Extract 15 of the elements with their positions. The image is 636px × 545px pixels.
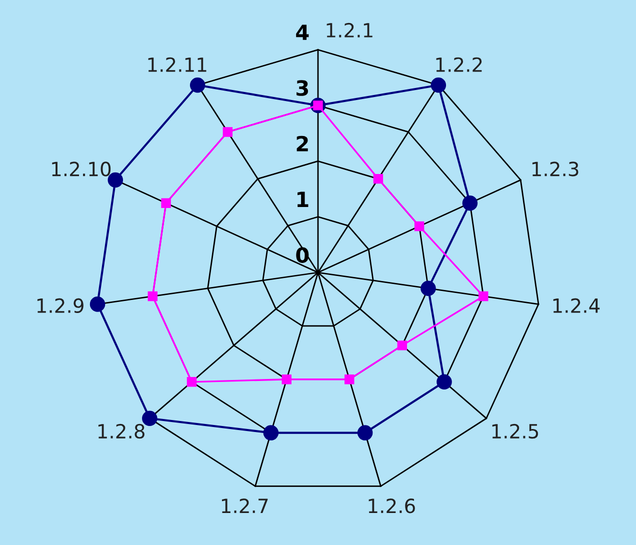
- spoke-label: 1.2.10: [52, 162, 111, 176]
- spoke-label: 1.2.11: [148, 57, 206, 72]
- spoke-label: 1.2.9: [37, 298, 84, 314]
- spoke-label: 1.2.6: [368, 498, 415, 514]
- spoke-label: 1.2.5: [492, 424, 538, 439]
- spoke-label: 1.2.1: [326, 22, 372, 38]
- spoke-label: 1.2.7: [222, 498, 268, 513]
- y-tick-label: 4: [296, 24, 309, 40]
- spoke-label: 1.2.4: [553, 298, 600, 313]
- y-tick-label: 2: [296, 136, 308, 152]
- y-tick-label: 3: [296, 80, 308, 96]
- spoke-label: 1.2.3: [532, 162, 578, 176]
- spoke-label: 1.2.8: [98, 424, 144, 439]
- y-tick-label: 1: [298, 192, 308, 207]
- spoke-label: 1.2.2: [436, 57, 482, 72]
